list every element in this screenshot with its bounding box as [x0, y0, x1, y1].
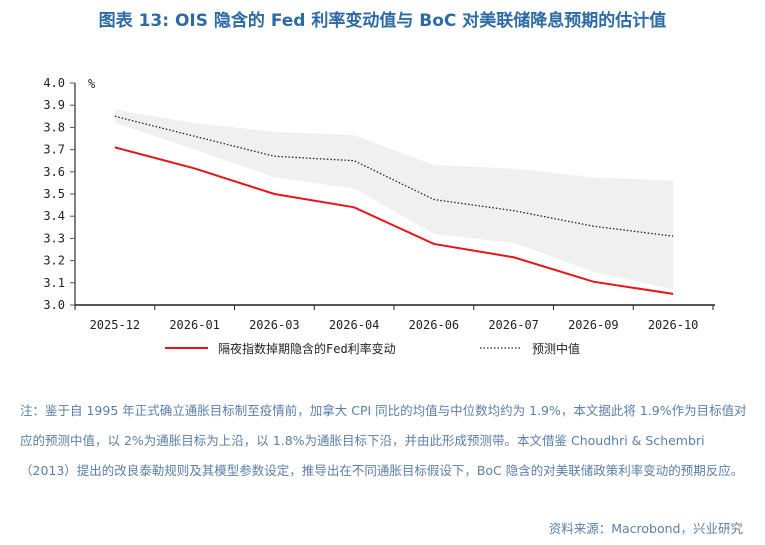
legend-label: 隔夜指数掉期隐含的Fed利率变动 — [218, 341, 396, 356]
x-tick-label: 2025-12 — [90, 318, 141, 332]
y-tick-label: 3.0 — [43, 298, 65, 312]
x-tick-label: 2026-01 — [169, 318, 220, 332]
y-tick-label: 3.2 — [43, 254, 65, 268]
y-tick-label: 3.3 — [43, 231, 65, 245]
x-tick-label: 2026-07 — [488, 318, 539, 332]
y-tick-label: 3.6 — [43, 165, 65, 179]
x-tick-label: 2026-06 — [409, 318, 460, 332]
y-tick-label: 3.5 — [43, 187, 65, 201]
forecast-band — [114, 109, 674, 290]
footnote: 注：鉴于自 1995 年正式确立通胀目标制至疫情前，加拿大 CPI 同比的均值与… — [20, 403, 747, 478]
chart-title: 图表 13: OIS 隐含的 Fed 利率变动值与 BoC 对美联储降息预期的估… — [98, 11, 667, 31]
y-tick-label: 3.1 — [43, 276, 65, 290]
legend-label: 预测中值 — [532, 341, 580, 356]
x-tick-label: 2026-09 — [568, 318, 619, 332]
x-tick-label: 2026-03 — [249, 318, 300, 332]
source-note: 资料来源：Macrobond，兴业研究 — [548, 521, 743, 536]
y-tick-label: 3.4 — [43, 209, 65, 223]
series-line-1 — [114, 115, 674, 237]
chart: 3.0 3.1 3.2 3.3 3.4 3.5 3.6 3.7 3.8 3.9 4.0 % 2025-1… — [43, 76, 715, 356]
y-tick-label: 3.8 — [43, 120, 65, 134]
y-tick-label: 4.0 — [43, 76, 65, 90]
y-tick-label: 3.9 — [43, 98, 65, 112]
x-tick-label: 2026-10 — [648, 318, 699, 332]
x-tick-label: 2026-04 — [329, 318, 380, 332]
y-axis-unit: % — [88, 77, 96, 91]
y-tick-label: 3.7 — [43, 143, 65, 157]
series-line-0 — [114, 146, 674, 295]
